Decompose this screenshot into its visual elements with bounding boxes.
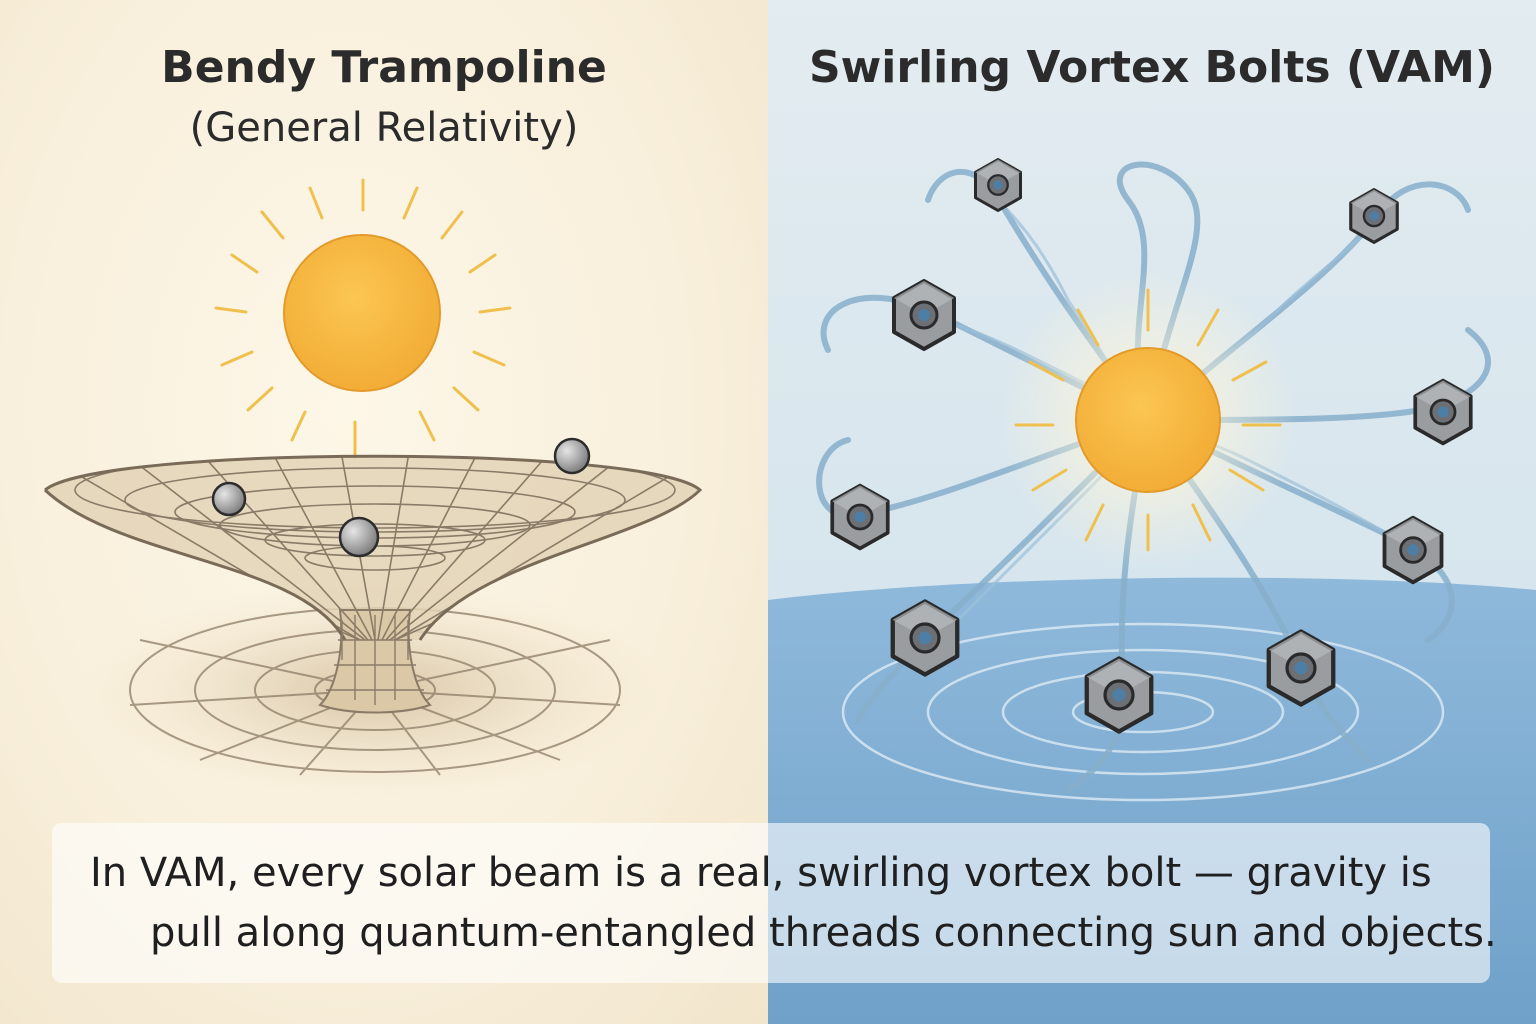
hex-nut-icon (1087, 658, 1152, 731)
caption-line-1: In VAM, every solar beam is a real, swir… (90, 850, 1432, 896)
trampoline-illustration (43, 178, 703, 800)
hex-nut-icon (892, 279, 956, 351)
caption-box (52, 823, 1490, 983)
hex-nut-icon (1382, 515, 1444, 585)
sun-icon (1075, 347, 1221, 493)
left-panel-subtitle: (General Relativity) (189, 105, 579, 151)
hex-nut-icon (974, 158, 1022, 212)
left-panel-title: Bendy Trampoline (161, 42, 607, 93)
mass-ball-icon (211, 481, 247, 517)
mass-ball-icon (338, 516, 380, 558)
hex-nut-icon (1269, 631, 1334, 704)
right-panel-title: Swirling Vortex Bolts (VAM) (808, 42, 1496, 93)
sun-icon (283, 234, 441, 392)
hex-nut-icon (830, 483, 890, 551)
caption-line-2: pull along quantum-entangled threads con… (150, 910, 1497, 956)
hex-nut-icon (1349, 188, 1399, 244)
hex-nut-icon (893, 601, 958, 674)
hex-nut-icon (1413, 378, 1473, 446)
sun-rays (1014, 288, 1282, 552)
sun-rays (214, 178, 512, 460)
mass-ball-icon (553, 437, 591, 475)
